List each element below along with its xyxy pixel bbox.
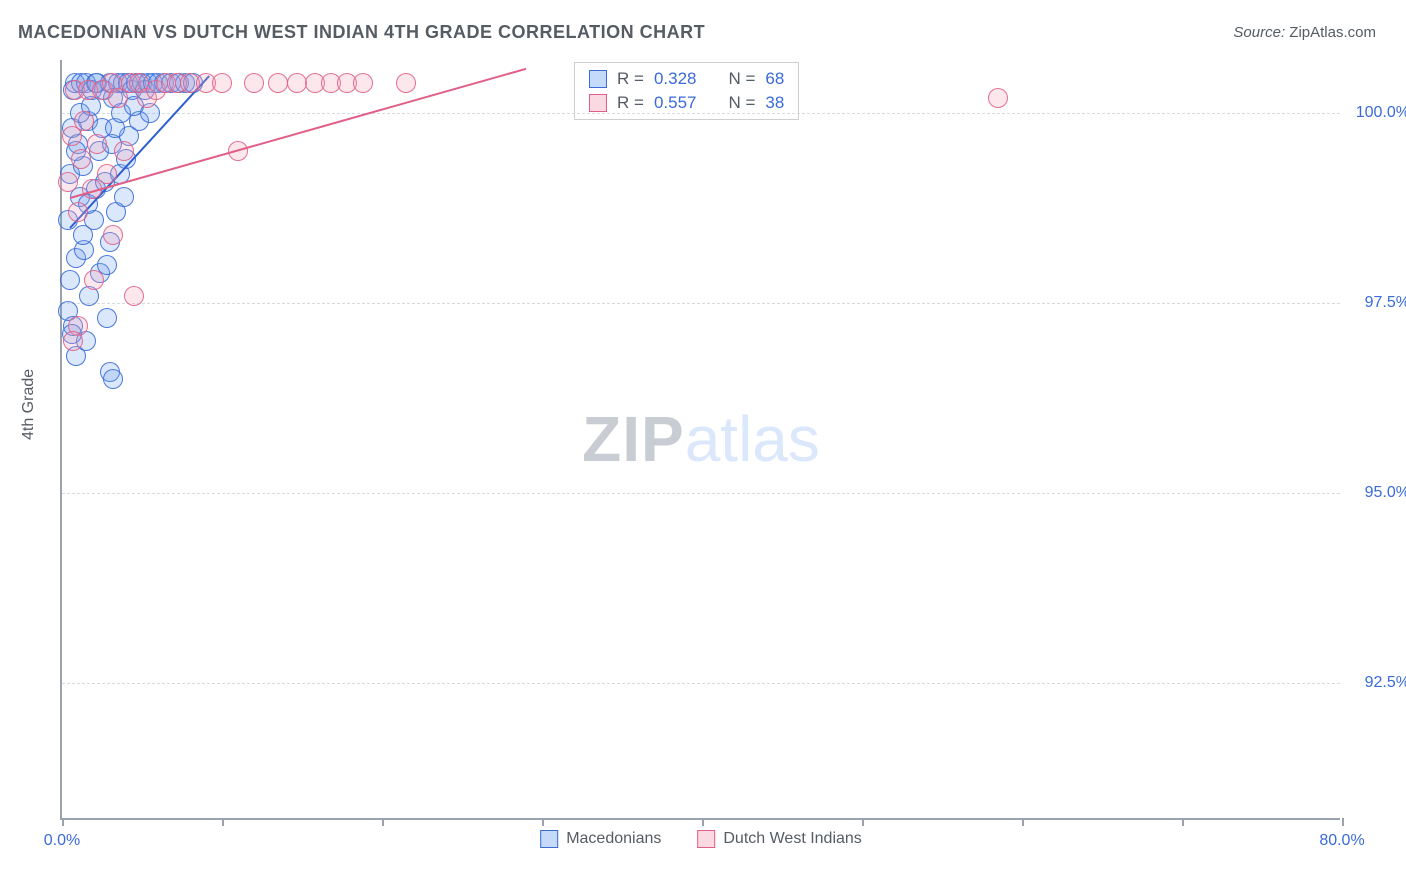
series-legend-item: Dutch West Indians [697, 830, 861, 848]
legend-swatch [540, 830, 558, 848]
legend-r-value: 0.328 [654, 69, 697, 89]
data-point [58, 172, 78, 192]
watermark: ZIPatlas [582, 402, 820, 476]
data-point [74, 111, 94, 131]
legend-row: R = 0.328 N = 68 [575, 67, 798, 91]
legend-swatch [589, 70, 607, 88]
data-point [103, 369, 123, 389]
data-point [268, 73, 288, 93]
data-point [73, 225, 93, 245]
x-tick [222, 818, 224, 826]
data-point [244, 73, 264, 93]
y-tick-label: 92.5% [1350, 674, 1406, 692]
source-attribution: Source: ZipAtlas.com [1233, 24, 1376, 41]
correlation-legend: R = 0.328 N = 68 R = 0.557 N = 38 [574, 62, 799, 120]
scatter-plot-area: ZIPatlas R =0.328N =68R =0.557N =38 Mace… [60, 60, 1340, 820]
series-legend: Macedonians Dutch West Indians [540, 830, 862, 848]
gridline [62, 683, 1340, 684]
series-name: Dutch West Indians [723, 830, 861, 848]
x-tick [382, 818, 384, 826]
data-point [396, 73, 416, 93]
data-point [114, 187, 134, 207]
data-point [988, 88, 1008, 108]
data-point [68, 202, 88, 222]
data-point [97, 308, 117, 328]
source-value: ZipAtlas.com [1289, 24, 1376, 41]
series-legend-item: Macedonians [540, 830, 661, 848]
data-point [212, 73, 232, 93]
data-point [63, 331, 83, 351]
x-tick [62, 818, 64, 826]
data-point [103, 225, 123, 245]
x-tick [1342, 818, 1344, 826]
watermark-part2: atlas [685, 403, 820, 475]
watermark-part1: ZIP [582, 403, 685, 475]
y-tick-label: 97.5% [1350, 294, 1406, 312]
legend-swatch [697, 830, 715, 848]
x-tick [1022, 818, 1024, 826]
legend-r-label: R = [617, 69, 644, 89]
x-tick [1182, 818, 1184, 826]
series-name: Macedonians [566, 830, 661, 848]
legend-r-label: R = [617, 93, 644, 113]
y-axis-label: 4th Grade [20, 369, 38, 440]
x-tick [542, 818, 544, 826]
data-point [60, 270, 80, 290]
data-point [114, 141, 134, 161]
gridline [62, 113, 1340, 114]
legend-n-value: 38 [765, 93, 784, 113]
data-point [124, 286, 144, 306]
y-tick-label: 100.0% [1350, 104, 1406, 122]
data-point [84, 270, 104, 290]
legend-n-label: N = [728, 93, 755, 113]
legend-n-label: N = [728, 69, 755, 89]
data-point [353, 73, 373, 93]
x-tick-label: 80.0% [1319, 832, 1364, 850]
legend-swatch [589, 94, 607, 112]
legend-r-value: 0.557 [654, 93, 697, 113]
gridline [62, 303, 1340, 304]
y-tick-label: 95.0% [1350, 484, 1406, 502]
chart-title: MACEDONIAN VS DUTCH WEST INDIAN 4TH GRAD… [18, 22, 705, 43]
legend-n-value: 68 [765, 69, 784, 89]
x-tick [862, 818, 864, 826]
x-tick [702, 818, 704, 826]
x-tick-label: 0.0% [44, 832, 80, 850]
data-point [87, 134, 107, 154]
data-point [97, 164, 117, 184]
source-label: Source: [1233, 24, 1285, 41]
legend-row: R = 0.557 N = 38 [575, 91, 798, 115]
gridline [62, 493, 1340, 494]
data-point [71, 149, 91, 169]
